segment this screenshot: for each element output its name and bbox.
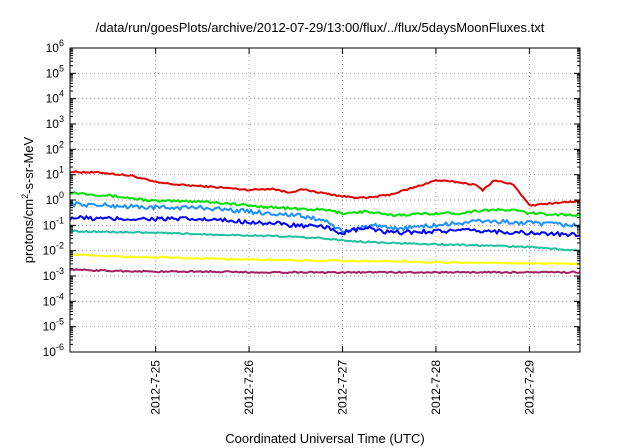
y-tick-label: 102 — [46, 139, 64, 156]
x-tick-label: 2012-7-29 — [522, 360, 536, 415]
y-tick-label: 100 — [46, 190, 64, 207]
y-tick-base: 10 — [46, 193, 60, 207]
y-axis-label-pre: protons/cm — [21, 198, 37, 264]
y-tick-exponent: -5 — [56, 317, 64, 327]
y-tick-label: 10-5 — [43, 317, 64, 334]
y-axis-label-sup: 2 — [19, 193, 30, 199]
y-tick-base: 10 — [46, 66, 60, 80]
y-tick-label: 10-6 — [43, 342, 64, 359]
series-line — [69, 201, 581, 234]
series-line — [69, 170, 581, 207]
x-axis-ticks: 2012-7-25 2012-7-26 2012-7-27 2012-7-28 2012… — [149, 48, 536, 415]
y-tick-base: 10 — [43, 320, 57, 334]
y-tick-exponent: 5 — [59, 63, 64, 73]
series-line — [69, 215, 581, 238]
y-tick-base: 10 — [43, 269, 57, 283]
y-tick-exponent: -1 — [56, 215, 64, 225]
y-tick-base: 10 — [46, 117, 60, 131]
x-tick-label: 2012-7-26 — [242, 360, 256, 415]
y-tick-label: 104 — [46, 89, 64, 106]
x-tick-label: 2012-7-28 — [429, 360, 443, 415]
series-line — [70, 253, 581, 266]
y-axis-label: protons/cm2-s-sr-MeV — [20, 137, 36, 263]
y-tick-base: 10 — [43, 218, 57, 232]
y-tick-label: 10-3 — [43, 266, 64, 283]
x-axis-label: Coordinated Universal Time (UTC) — [225, 431, 425, 446]
y-tick-exponent: -4 — [56, 291, 64, 301]
y-tick-label: 106 — [46, 38, 64, 55]
y-tick-exponent: -6 — [56, 342, 64, 352]
y-axis-ticks: 10610510410310210110010-110-210-310-410-… — [43, 38, 580, 359]
y-tick-base: 10 — [46, 142, 60, 156]
y-tick-base: 10 — [46, 41, 60, 55]
y-tick-exponent: -2 — [56, 241, 64, 251]
y-tick-exponent: 1 — [59, 165, 64, 175]
x-tick-label: 2012-7-25 — [149, 360, 163, 415]
series-line — [69, 229, 581, 252]
y-tick-label: 10-4 — [43, 291, 64, 308]
series-line — [70, 191, 581, 218]
y-tick-exponent: -3 — [56, 266, 64, 276]
y-tick-label: 101 — [46, 165, 64, 182]
y-tick-exponent: 2 — [59, 139, 64, 149]
series-lines — [69, 170, 581, 274]
y-tick-exponent: 3 — [59, 114, 64, 124]
x-tick-label: 2012-7-27 — [336, 360, 350, 415]
y-tick-base: 10 — [46, 168, 60, 182]
y-tick-base: 10 — [46, 92, 60, 106]
y-tick-label: 105 — [46, 63, 64, 80]
y-axis-label-post: -s-sr-MeV — [21, 136, 37, 194]
y-tick-base: 10 — [43, 345, 57, 359]
y-tick-base: 10 — [43, 294, 57, 308]
series-line — [69, 268, 581, 274]
y-tick-exponent: 4 — [59, 89, 64, 99]
y-tick-base: 10 — [43, 244, 57, 258]
y-tick-exponent: 0 — [59, 190, 64, 200]
y-tick-label: 10-1 — [43, 215, 64, 232]
y-tick-exponent: 6 — [59, 38, 64, 48]
y-tick-label: 103 — [46, 114, 64, 131]
y-tick-label: 10-2 — [43, 241, 64, 258]
chart-title: /data/run/goesPlots/archive/2012-07-29/1… — [95, 20, 545, 35]
